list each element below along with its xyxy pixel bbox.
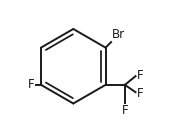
Text: F: F — [28, 78, 35, 91]
Text: F: F — [137, 69, 143, 82]
Text: F: F — [137, 87, 143, 100]
Text: Br: Br — [112, 28, 125, 41]
Text: F: F — [122, 104, 128, 117]
